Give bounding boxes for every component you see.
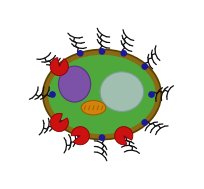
Ellipse shape — [81, 101, 106, 115]
Ellipse shape — [48, 55, 156, 134]
Ellipse shape — [43, 50, 161, 139]
Circle shape — [149, 92, 154, 97]
Circle shape — [57, 120, 62, 125]
Circle shape — [142, 64, 147, 69]
Wedge shape — [115, 127, 133, 145]
Circle shape — [78, 133, 83, 138]
Circle shape — [57, 64, 62, 69]
Wedge shape — [71, 127, 89, 145]
Circle shape — [99, 135, 105, 140]
Circle shape — [50, 92, 55, 97]
Circle shape — [78, 51, 83, 56]
Circle shape — [142, 120, 147, 125]
Circle shape — [121, 133, 126, 138]
Ellipse shape — [100, 72, 144, 112]
Wedge shape — [50, 113, 68, 132]
Circle shape — [121, 51, 126, 56]
Circle shape — [99, 49, 105, 54]
Wedge shape — [50, 58, 68, 76]
Ellipse shape — [59, 66, 91, 102]
